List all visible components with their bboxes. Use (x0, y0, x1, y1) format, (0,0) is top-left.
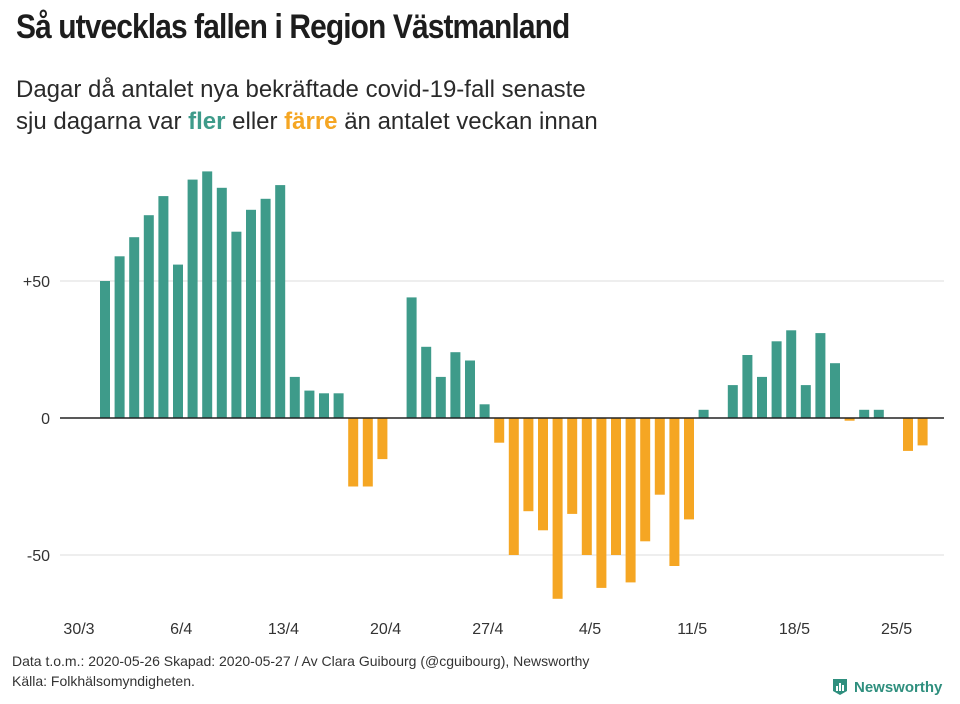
bar (800, 385, 811, 418)
bar (917, 418, 928, 446)
bar (873, 409, 884, 418)
bar (100, 281, 110, 418)
bar (479, 404, 490, 418)
bar-chart: +50 0 -50 30/3 6/4 13/4 20/4 27/4 4/5 11/5 18/5 25… (23, 171, 944, 638)
bar (757, 376, 767, 418)
bar (523, 418, 534, 512)
bar (114, 256, 125, 418)
bar (231, 231, 242, 418)
bar (903, 418, 913, 451)
footer-source: Källa: Folkhälsomyndigheten. (12, 673, 195, 689)
bar (435, 376, 446, 418)
bar (216, 187, 227, 418)
bar (143, 215, 154, 418)
bar (552, 418, 563, 599)
bar (333, 393, 344, 418)
bar (421, 346, 432, 418)
bars (100, 171, 928, 599)
y-tick-label: +50 (23, 274, 50, 291)
x-tick-label: 6/4 (170, 621, 192, 638)
bar (158, 196, 169, 418)
bar (698, 409, 709, 418)
bar (319, 393, 329, 418)
footer-credits: Data t.o.m.: 2020-05-26 Skapad: 2020-05-… (12, 653, 590, 669)
x-tick-label: 13/4 (268, 621, 299, 638)
bar (508, 418, 519, 555)
logo-text: Newsworthy (854, 678, 943, 696)
bar (640, 418, 651, 542)
bar (173, 264, 183, 418)
bar (786, 330, 797, 418)
x-tick-label: 20/4 (370, 621, 401, 638)
subtitle-text-a: sju dagarna var (16, 108, 189, 135)
bar (684, 418, 694, 520)
bar (289, 376, 300, 418)
bar (348, 418, 359, 487)
x-tick-label: 11/5 (677, 621, 707, 638)
x-tick-label: 18/5 (779, 621, 810, 638)
bar (654, 418, 665, 495)
chart-title: Så utvecklas fallen i Region Västmanland (16, 8, 570, 46)
subtitle-text-b: eller (225, 108, 285, 135)
y-axis-ticks: +50 0 -50 (23, 274, 50, 565)
bar (465, 360, 475, 418)
bar (202, 171, 213, 418)
y-tick-label: -50 (27, 548, 50, 565)
x-tick-label: 30/3 (63, 621, 94, 638)
subtitle-text-c: än antalet veckan innan (337, 108, 598, 135)
footer: Data t.o.m.: 2020-05-26 Skapad: 2020-05-… (12, 651, 589, 691)
bar-chart-shield-icon (833, 679, 847, 695)
bar (844, 418, 855, 421)
bar (567, 418, 578, 514)
bar (625, 418, 636, 583)
bar (377, 418, 388, 460)
y-tick-label: 0 (41, 411, 50, 428)
bar (246, 209, 256, 418)
bar (596, 418, 607, 588)
subtitle-line-1: Dagar då antalet nya bekräftade covid-19… (16, 76, 586, 103)
bar (362, 418, 373, 487)
legend-fewer: färre (284, 108, 338, 135)
legend-more: fler (188, 108, 226, 135)
bar (581, 418, 592, 555)
x-tick-label: 4/5 (579, 621, 601, 638)
newsworthy-logo: Newsworthy (832, 678, 942, 696)
bar (771, 341, 782, 418)
bar (815, 333, 826, 418)
bar (494, 418, 505, 443)
chart-subtitle: Dagar då antalet nya bekräftade covid-19… (16, 74, 916, 138)
bar (129, 237, 140, 418)
bar (830, 363, 840, 418)
bar (859, 409, 870, 418)
x-tick-label: 27/4 (472, 621, 503, 638)
bar (669, 418, 680, 566)
bar (611, 418, 621, 555)
bar (406, 297, 417, 418)
bar (304, 390, 315, 418)
bar (727, 385, 738, 418)
bar (742, 355, 753, 418)
bar (538, 418, 548, 531)
bar (260, 198, 271, 418)
subtitle-line-2: sju dagarna var fler eller färre än anta… (16, 106, 916, 138)
bar (450, 352, 461, 418)
bar (187, 179, 198, 418)
bar (275, 185, 286, 418)
x-tick-label: 25/5 (881, 621, 912, 638)
x-axis-ticks: 30/3 6/4 13/4 20/4 27/4 4/5 11/5 18/5 25/5 (63, 621, 912, 638)
